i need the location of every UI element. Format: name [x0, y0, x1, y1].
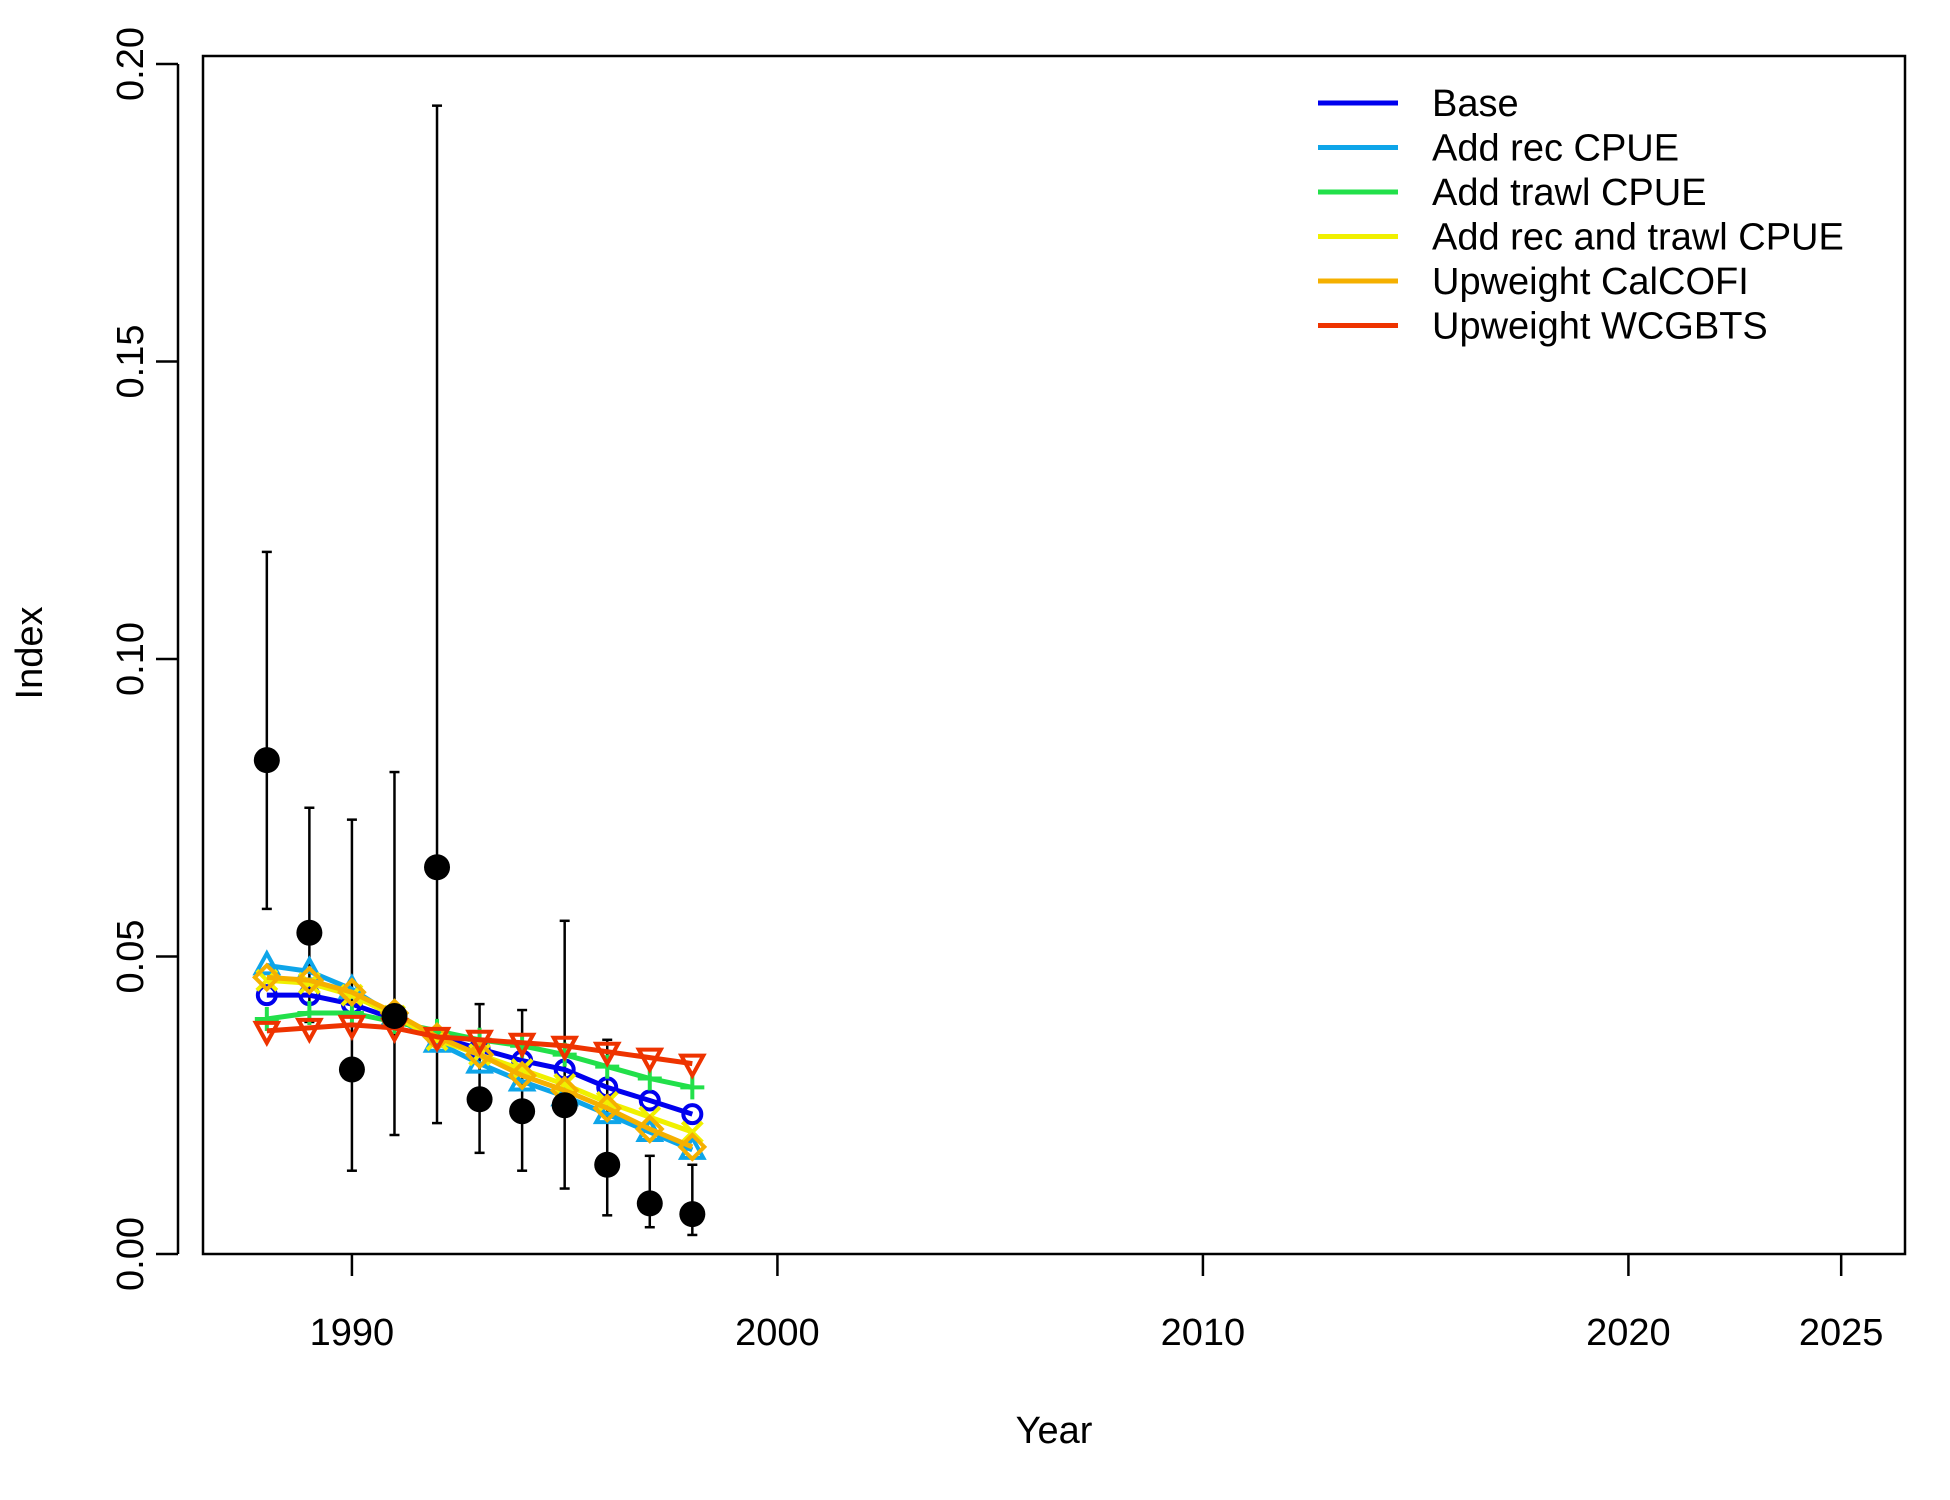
observed-point	[679, 1201, 706, 1228]
observed-point	[381, 1003, 408, 1029]
observed-point	[466, 1086, 493, 1113]
triangle-down-marker	[337, 1014, 367, 1042]
x-tick-label: 1990	[310, 1312, 395, 1354]
circle-marker	[638, 1089, 661, 1112]
x-tick-label: 2000	[735, 1312, 820, 1354]
observed-point	[636, 1190, 663, 1217]
plot-frame	[201, 54, 1907, 1256]
observed-point	[594, 1151, 621, 1178]
y-axis: 0.00 0.05 0.10 0.15 0.20	[110, 27, 180, 1291]
observed-point	[509, 1098, 536, 1125]
diamond-marker	[634, 1114, 665, 1144]
y-tick-label: 0.00	[110, 1217, 152, 1291]
circle-marker	[681, 1103, 704, 1126]
diamond-marker	[677, 1132, 708, 1162]
plus-marker	[254, 1006, 279, 1031]
diamond-marker	[507, 1060, 537, 1091]
y-tick-label: 0.10	[110, 622, 152, 696]
triangle-down-marker	[507, 1032, 537, 1059]
triangle-down-marker	[677, 1053, 707, 1080]
observed-point	[338, 1056, 365, 1083]
legend-label: Base	[1432, 83, 1519, 125]
diamond-marker	[337, 977, 367, 1008]
observed-point	[424, 854, 451, 881]
series-line	[266, 962, 694, 1153]
x-tick-label: 2010	[1161, 1312, 1246, 1354]
triangle-down-marker	[422, 1026, 452, 1053]
diamond-marker	[592, 1093, 623, 1124]
triangle-down-marker	[465, 1029, 494, 1056]
triangle-down-marker	[550, 1035, 580, 1062]
x-tick-label: 2020	[1586, 1312, 1671, 1354]
x-tick-label: 2025	[1799, 1312, 1884, 1354]
y-tick-label: 0.15	[110, 325, 152, 399]
legend-label: Add trawl CPUE	[1432, 172, 1707, 214]
observed-points	[253, 747, 706, 1228]
observed-point	[551, 1092, 578, 1119]
y-axis-title: Index	[9, 607, 51, 700]
legend-label: Add rec and trawl CPUE	[1432, 217, 1844, 259]
legend-label: Upweight WCGBTS	[1432, 306, 1768, 348]
circle-marker	[255, 984, 278, 1007]
diamond-marker	[464, 1039, 495, 1070]
x-axis: 1990 2000 2010 2020 2025	[310, 1254, 1884, 1354]
diamond-marker	[294, 965, 325, 996]
legend-label: Add rec CPUE	[1432, 128, 1679, 170]
x-axis-title: Year	[1016, 1410, 1093, 1452]
legend-label: Upweight CalCOFI	[1432, 261, 1749, 303]
triangle-up-marker	[252, 949, 282, 976]
triangle-down-marker	[592, 1041, 622, 1068]
diamond-marker	[251, 962, 282, 993]
x-marker	[680, 1120, 704, 1144]
triangle-down-marker	[294, 1017, 324, 1045]
series-line	[266, 1022, 693, 1067]
triangle-down-marker	[252, 1020, 282, 1048]
triangle-down-marker	[635, 1047, 665, 1074]
y-tick-label: 0.05	[110, 920, 152, 994]
observed-point	[296, 919, 323, 946]
series-upweight-wcgbts	[252, 1014, 707, 1080]
error-bars	[261, 104, 698, 1237]
observed-point	[253, 747, 280, 774]
y-tick-label: 0.20	[110, 27, 152, 101]
